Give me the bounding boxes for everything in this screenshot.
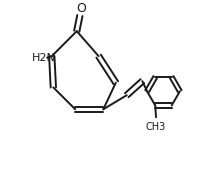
Text: CH3: CH3: [146, 122, 166, 132]
Text: H2N: H2N: [32, 53, 55, 63]
Text: O: O: [76, 2, 86, 15]
